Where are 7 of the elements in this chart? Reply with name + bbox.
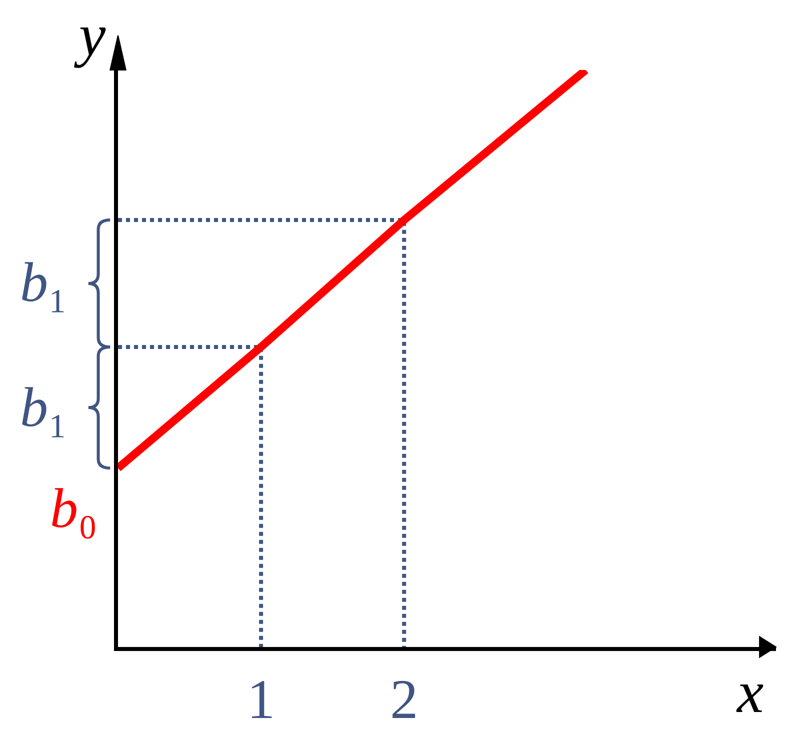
x-tick-label: 1: [247, 669, 276, 732]
annotation: b₀: [50, 478, 98, 540]
y-axis-title: y: [73, 2, 106, 68]
text: b₁: [20, 252, 68, 314]
x-axis-title: x: [736, 659, 764, 725]
x-tick-label: 2: [390, 669, 418, 732]
text: b₁: [20, 377, 68, 439]
